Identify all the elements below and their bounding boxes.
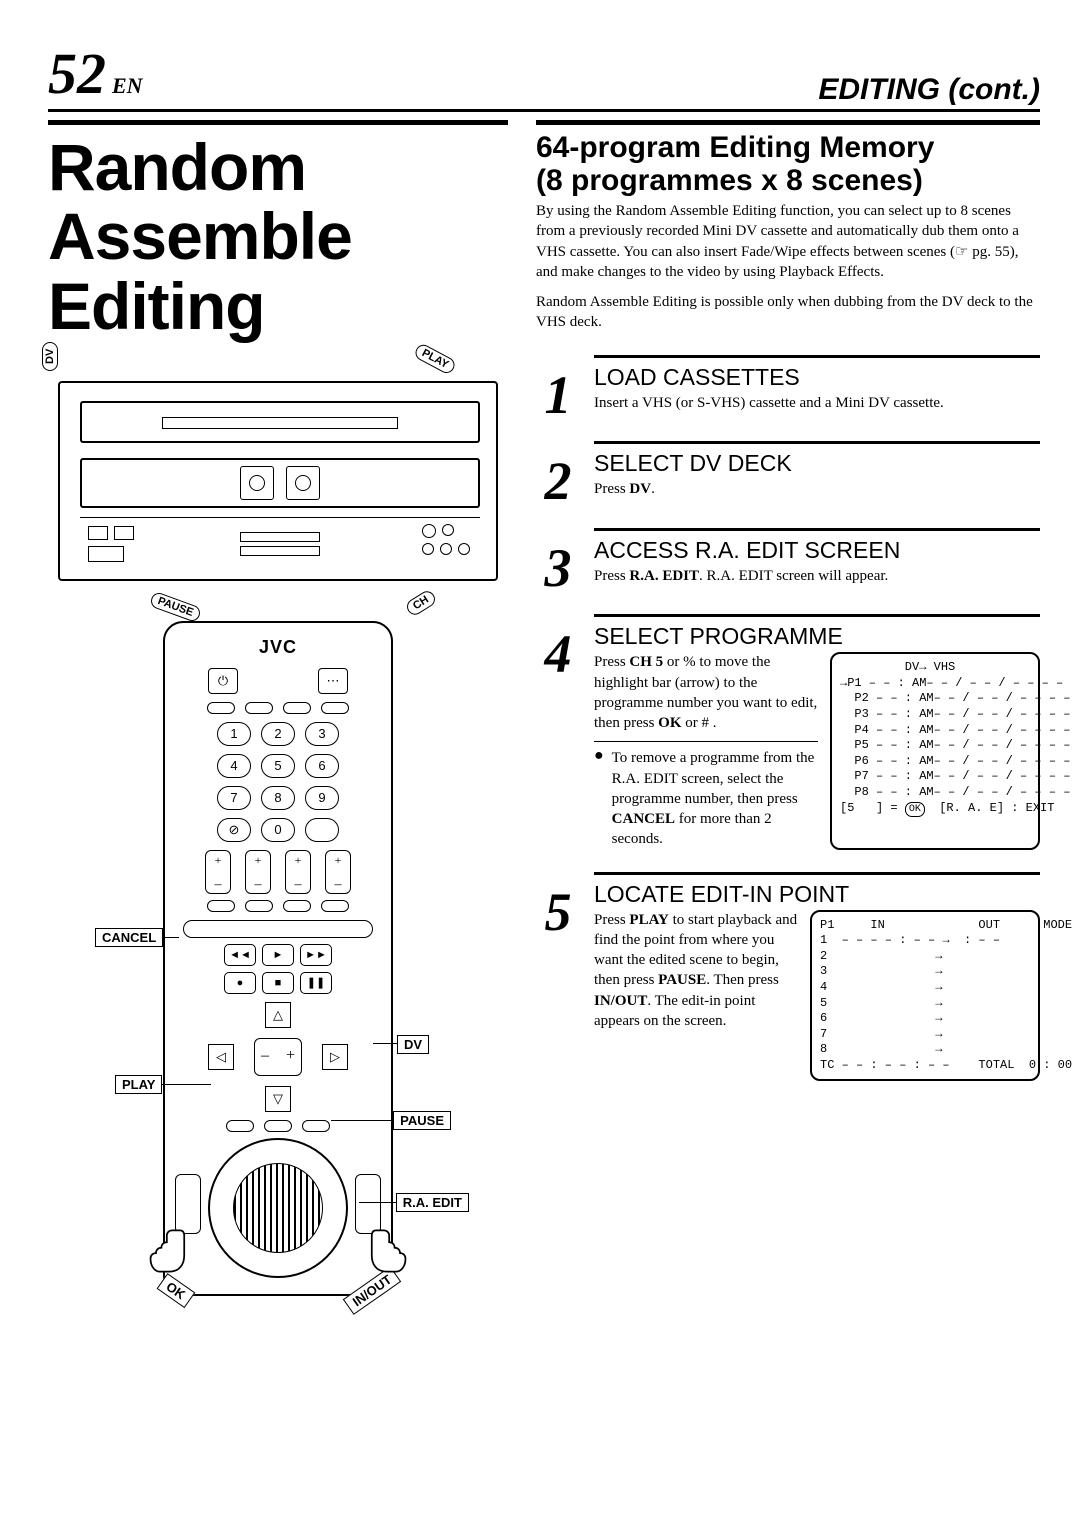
remote-rec-button: ● — [224, 972, 256, 994]
remote-digit-4: 4 — [217, 754, 251, 778]
remote-rocker-4 — [325, 850, 351, 894]
deck-control-panel — [80, 517, 480, 567]
remote-aux-button — [305, 818, 339, 842]
edit-point-screen: P1 IN OUT MODE 1 – – – – : – – → : – – 2… — [810, 910, 1040, 1082]
intro-paragraph-2: Random Assemble Editing is possible only… — [536, 292, 1040, 333]
remote-label-pause: PAUSE — [393, 1111, 451, 1130]
step-number: 3 — [536, 528, 580, 593]
step-5: 5 LOCATE EDIT-IN POINT Press PLAY to sta… — [536, 872, 1040, 1082]
remote-misc-button: ⋯ — [318, 668, 348, 694]
remote-raedit-button — [226, 1120, 254, 1132]
remote-bar-button — [183, 920, 373, 938]
deck-callout-ch: CH — [404, 588, 438, 617]
remote-digit-0: 0 — [261, 818, 295, 842]
page-number: 52EN — [48, 40, 143, 107]
step-title: SELECT DV DECK — [594, 450, 1040, 477]
deck-callout-pause: PAUSE — [149, 591, 202, 624]
remote-digit-8: 8 — [261, 786, 295, 810]
bullet-icon: ● — [594, 748, 604, 849]
remote-dpad: △ ▽ ◁ ▷ — [208, 1002, 348, 1112]
deck-dv-slot — [80, 458, 480, 508]
step-title: LOCATE EDIT-IN POINT — [594, 881, 1040, 908]
remote-inout-button — [355, 1174, 381, 1234]
remote-right-button: ▷ — [322, 1044, 348, 1070]
page-header: 52EN EDITING (cont.) — [48, 40, 1040, 112]
remote-stop-button: ■ — [262, 972, 294, 994]
page-lang: EN — [112, 73, 143, 98]
subheading: 64-program Editing Memory (8 programmes … — [536, 120, 1040, 197]
remote-jog-area — [179, 1144, 377, 1274]
remote-ff-button: ►► — [300, 944, 332, 966]
step-title: SELECT PROGRAMME — [594, 623, 1040, 650]
hand-icon — [365, 1226, 409, 1276]
remote-down-button: ▽ — [265, 1086, 291, 1112]
remote-label-ok: OK — [157, 1273, 195, 1308]
step-desc: Insert a VHS (or S-VHS) cassette and a M… — [594, 393, 1040, 413]
step-desc: Press CH 5 or % to move the highlight ba… — [594, 652, 818, 733]
step-4-bullet: ● To remove a programme from the R.A. ED… — [594, 748, 818, 849]
remote-center-button — [254, 1038, 302, 1076]
remote-up-button: △ — [265, 1002, 291, 1028]
remote-left-button: ◁ — [208, 1044, 234, 1070]
section-title: EDITING (cont.) — [818, 73, 1040, 107]
remote-digit-3: 3 — [305, 722, 339, 746]
remote-digit-1: 1 — [217, 722, 251, 746]
remote-pause-button: ❚❚ — [300, 972, 332, 994]
step-desc: Press R.A. EDIT. R.A. EDIT screen will a… — [594, 566, 1040, 586]
hand-icon — [147, 1226, 191, 1276]
ra-edit-screen: DV→ VHS →P1 – – : AM– – / – – / – – – – … — [830, 652, 1040, 849]
remote-rocker-3 — [285, 850, 311, 894]
subheading-line1: 64-program Editing Memory — [536, 131, 934, 164]
remote-label-dv: DV — [397, 1035, 429, 1054]
remote-brand: JVC — [179, 637, 377, 658]
remote-digit-9: 9 — [305, 786, 339, 810]
remote-label-cancel: CANCEL — [95, 928, 163, 947]
remote-jog-inner — [233, 1163, 323, 1253]
step-title: LOAD CASSETTES — [594, 364, 1040, 391]
intro-paragraph-1: By using the Random Assemble Editing fun… — [536, 201, 1040, 282]
remote-dv-button — [283, 900, 311, 912]
step-number: 5 — [536, 872, 580, 1082]
remote-label-raedit: R.A. EDIT — [396, 1193, 469, 1212]
remote-rew-button: ◄◄ — [224, 944, 256, 966]
remote-illustration: JVC ⏻ ⋯ 123 456 789 ⊘ 0 ◄◄ ► ►► ● ■ ❚❚ △ ▽ — [163, 621, 393, 1296]
step-desc: Press PLAY to start playback and find th… — [594, 910, 798, 1032]
remote-ok-button — [175, 1174, 201, 1234]
step-number: 4 — [536, 614, 580, 849]
remote-label-play: PLAY — [115, 1075, 162, 1094]
step-3: 3 ACCESS R.A. EDIT SCREEN Press R.A. EDI… — [536, 528, 1040, 593]
deck-callout-play: PLAY — [412, 342, 457, 376]
deck-callout-dv: DV — [42, 342, 58, 371]
remote-power-icon: ⏻ — [208, 668, 238, 694]
step-1: 1 LOAD CASSETTES Insert a VHS (or S-VHS)… — [536, 355, 1040, 420]
step-4: 4 SELECT PROGRAMME Press CH 5 or % to mo… — [536, 614, 1040, 849]
step-2: 2 SELECT DV DECK Press DV. — [536, 441, 1040, 506]
remote-digit-2: 2 — [261, 722, 295, 746]
remote-rocker-1 — [205, 850, 231, 894]
step-desc: Press DV. — [594, 479, 1040, 499]
step-number: 2 — [536, 441, 580, 506]
page-number-value: 52 — [48, 41, 106, 106]
remote-digit-7: 7 — [217, 786, 251, 810]
deck-vhs-slot — [80, 401, 480, 443]
step-number: 1 — [536, 355, 580, 420]
remote-digit-5: 5 — [261, 754, 295, 778]
deck-illustration: DV PLAY CH PAUSE — [58, 381, 498, 581]
remote-play-button: ► — [262, 944, 294, 966]
step-title: ACCESS R.A. EDIT SCREEN — [594, 537, 1040, 564]
remote-rocker-2 — [245, 850, 271, 894]
remote-cancel-button: ⊘ — [217, 818, 251, 842]
main-title: Random Assemble Editing — [48, 120, 508, 341]
remote-digit-6: 6 — [305, 754, 339, 778]
subheading-line2: (8 programmes x 8 scenes) — [536, 164, 923, 197]
